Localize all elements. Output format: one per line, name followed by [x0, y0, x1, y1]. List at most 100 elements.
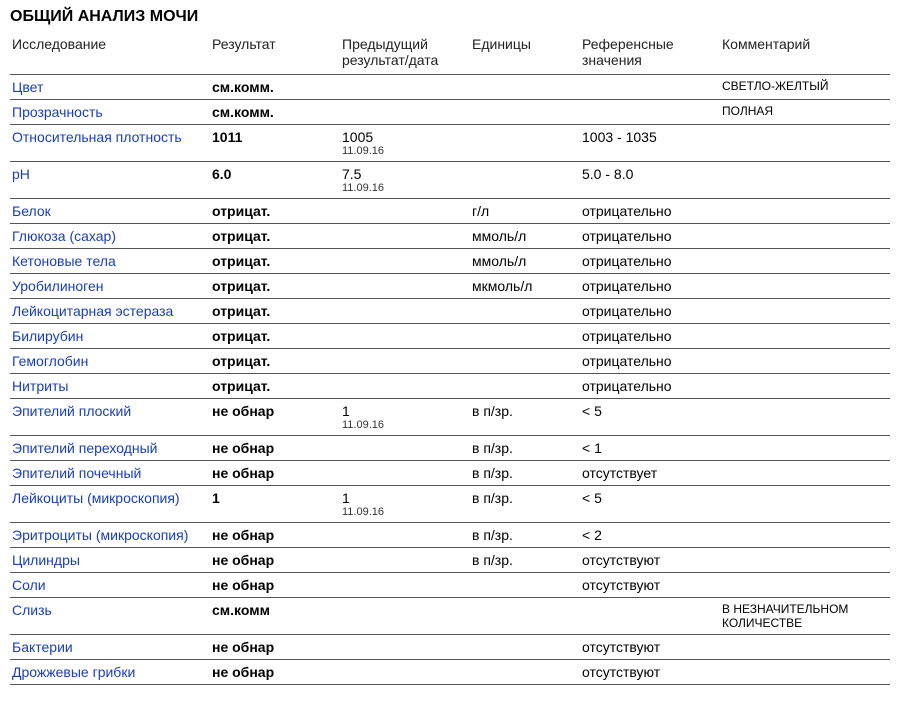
cell-units: в п/зр.: [470, 461, 580, 486]
cell-param: Белок: [10, 199, 210, 224]
cell-units: [470, 660, 580, 685]
cell-ref: [580, 598, 720, 635]
table-row: Эпителий плоскийне обнар111.09.16в п/зр.…: [10, 399, 890, 436]
table-row: pH6.07.511.09.165.0 - 8.0: [10, 162, 890, 199]
cell-comment: [720, 523, 890, 548]
cell-prev: [340, 461, 470, 486]
cell-ref: отрицательно: [580, 249, 720, 274]
cell-units: в п/зр.: [470, 523, 580, 548]
cell-result: отрицат.: [210, 199, 340, 224]
cell-result: отрицат.: [210, 249, 340, 274]
cell-prev: [340, 274, 470, 299]
cell-comment: [720, 486, 890, 523]
cell-param: Глюкоза (сахар): [10, 224, 210, 249]
cell-result: не обнар: [210, 573, 340, 598]
cell-comment: [720, 125, 890, 162]
cell-units: [470, 299, 580, 324]
cell-ref: отсутствуют: [580, 548, 720, 573]
header-comment: Комментарий: [720, 30, 890, 75]
cell-ref: отрицательно: [580, 299, 720, 324]
cell-ref: < 1: [580, 436, 720, 461]
prev-value: 1: [342, 403, 350, 419]
cell-result: отрицат.: [210, 274, 340, 299]
cell-ref: отрицательно: [580, 324, 720, 349]
cell-prev: [340, 100, 470, 125]
table-row: Цилиндрыне обнарв п/зр.отсутствуют: [10, 548, 890, 573]
cell-comment: [720, 399, 890, 436]
cell-prev: 111.09.16: [340, 486, 470, 523]
cell-ref: отрицательно: [580, 349, 720, 374]
table-row: Кетоновые телаотрицат.ммоль/лотрицательн…: [10, 249, 890, 274]
cell-result: не обнар: [210, 523, 340, 548]
table-row: Слизьсм.комм В НЕЗНАЧИТЕЛЬНОМ КОЛИЧЕСТВЕ: [10, 598, 890, 635]
cell-result: отрицат.: [210, 324, 340, 349]
cell-comment: [720, 224, 890, 249]
cell-result: отрицат.: [210, 224, 340, 249]
cell-param: Эпителий плоский: [10, 399, 210, 436]
cell-comment: [720, 436, 890, 461]
cell-prev: [340, 573, 470, 598]
cell-result: отрицат.: [210, 374, 340, 399]
cell-comment: [720, 324, 890, 349]
cell-comment: [720, 374, 890, 399]
cell-ref: отрицательно: [580, 199, 720, 224]
cell-ref: отсутствует: [580, 461, 720, 486]
cell-units: [470, 349, 580, 374]
cell-result: отрицат.: [210, 349, 340, 374]
header-units: Единицы: [470, 30, 580, 75]
cell-units: г/л: [470, 199, 580, 224]
header-ref: Референсные значения: [580, 30, 720, 75]
cell-param: Прозрачность: [10, 100, 210, 125]
header-result: Результат: [210, 30, 340, 75]
cell-param: Уробилиноген: [10, 274, 210, 299]
cell-param: Билирубин: [10, 324, 210, 349]
cell-prev: [340, 523, 470, 548]
cell-ref: отрицательно: [580, 274, 720, 299]
cell-result: не обнар: [210, 660, 340, 685]
cell-units: [470, 374, 580, 399]
cell-result: не обнар: [210, 461, 340, 486]
cell-prev: [340, 598, 470, 635]
table-row: Лейкоциты (микроскопия)1111.09.16в п/зр.…: [10, 486, 890, 523]
cell-prev: [340, 224, 470, 249]
cell-units: [470, 598, 580, 635]
cell-comment: [720, 249, 890, 274]
cell-param: Слизь: [10, 598, 210, 635]
cell-ref: отрицательно: [580, 374, 720, 399]
cell-ref: [580, 75, 720, 100]
cell-prev: [340, 349, 470, 374]
cell-prev: [340, 548, 470, 573]
table-row: Дрожжевые грибкине обнаротсутствуют: [10, 660, 890, 685]
cell-units: мкмоль/л: [470, 274, 580, 299]
prev-value: 7.5: [342, 166, 361, 182]
cell-result: 6.0: [210, 162, 340, 199]
prev-value: 1: [342, 490, 350, 506]
cell-param: Лейкоцитарная эстераза: [10, 299, 210, 324]
cell-comment: [720, 573, 890, 598]
table-row: Цветсм.комм.СВЕТЛО-ЖЕЛТЫЙ: [10, 75, 890, 100]
cell-param: Бактерии: [10, 635, 210, 660]
cell-ref: отсутствуют: [580, 660, 720, 685]
results-table: Исследование Результат Предыдущий резуль…: [10, 30, 890, 685]
cell-units: [470, 100, 580, 125]
cell-comment: [720, 199, 890, 224]
cell-units: [470, 324, 580, 349]
cell-ref: 5.0 - 8.0: [580, 162, 720, 199]
cell-comment: [720, 349, 890, 374]
table-row: Уробилиногенотрицат. мкмоль/лотрицательно: [10, 274, 890, 299]
cell-prev: [340, 374, 470, 399]
cell-comment: [720, 635, 890, 660]
table-row: Гемоглобинотрицат.отрицательно: [10, 349, 890, 374]
cell-prev: [340, 436, 470, 461]
cell-comment: [720, 461, 890, 486]
table-header-row: Исследование Результат Предыдущий резуль…: [10, 30, 890, 75]
cell-comment: [720, 548, 890, 573]
cell-result: см.комм.: [210, 100, 340, 125]
cell-result: см.комм: [210, 598, 340, 635]
cell-comment: В НЕЗНАЧИТЕЛЬНОМ КОЛИЧЕСТВЕ: [720, 598, 890, 635]
cell-prev: [340, 249, 470, 274]
table-row: Белокотрицат. г/лотрицательно: [10, 199, 890, 224]
cell-units: в п/зр.: [470, 399, 580, 436]
header-param: Исследование: [10, 30, 210, 75]
header-prev: Предыдущий результат/дата: [340, 30, 470, 75]
